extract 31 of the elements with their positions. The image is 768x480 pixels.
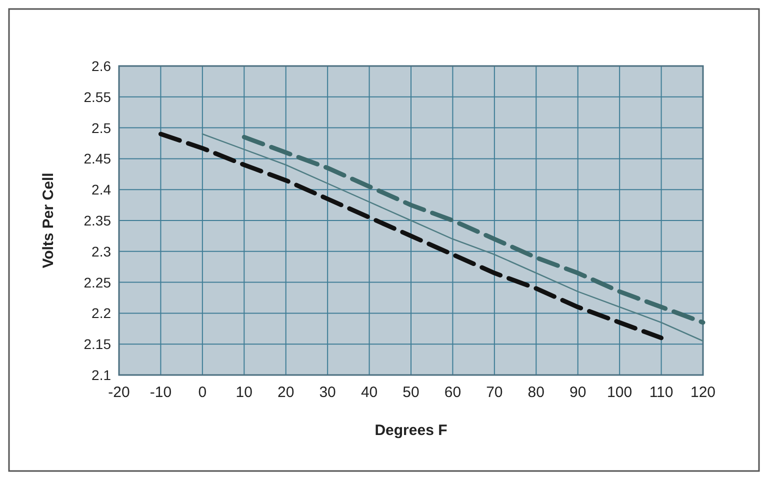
- line-series: [158, 132, 664, 340]
- y-tick-label: 2.5: [92, 120, 112, 136]
- x-tick-label: 30: [319, 384, 336, 401]
- y-tick-label: 2.6: [92, 58, 112, 74]
- x-tick-label: 50: [402, 384, 420, 401]
- x-tick-label: 20: [278, 384, 294, 401]
- x-tick-label: 90: [570, 384, 586, 401]
- y-tick-label: 2.2: [92, 305, 112, 322]
- y-tick-label: 2.15: [84, 336, 112, 352]
- x-axis-title: Degrees F: [374, 422, 448, 439]
- y-tick-label: 2.45: [84, 150, 112, 167]
- x-tick-label: 70: [486, 384, 503, 401]
- line-series: [202, 133, 704, 342]
- y-tick-label: 2.4: [92, 182, 112, 198]
- line-series: [242, 134, 706, 325]
- y-tick-label: 2.25: [84, 274, 112, 290]
- y-tick-label: 2.55: [84, 88, 112, 105]
- x-tick-label: 110: [649, 384, 674, 401]
- y-tick-label: 2.1: [92, 367, 112, 383]
- x-tick-label: 0: [198, 384, 207, 401]
- y-tick-label: 2.35: [84, 212, 112, 228]
- x-tick-label: -20: [108, 384, 130, 401]
- y-axis-title: Volts Per Cell: [40, 172, 57, 268]
- x-tick-label: 120: [690, 384, 716, 401]
- x-tick-label: 80: [528, 384, 544, 401]
- x-tick-label: 100: [607, 384, 632, 401]
- x-tick-label: 60: [444, 384, 462, 401]
- x-tick-label: 40: [360, 384, 378, 401]
- x-tick-label: -10: [150, 384, 172, 401]
- y-tick-label: 2.3: [92, 243, 112, 260]
- x-tick-label: 10: [236, 384, 252, 401]
